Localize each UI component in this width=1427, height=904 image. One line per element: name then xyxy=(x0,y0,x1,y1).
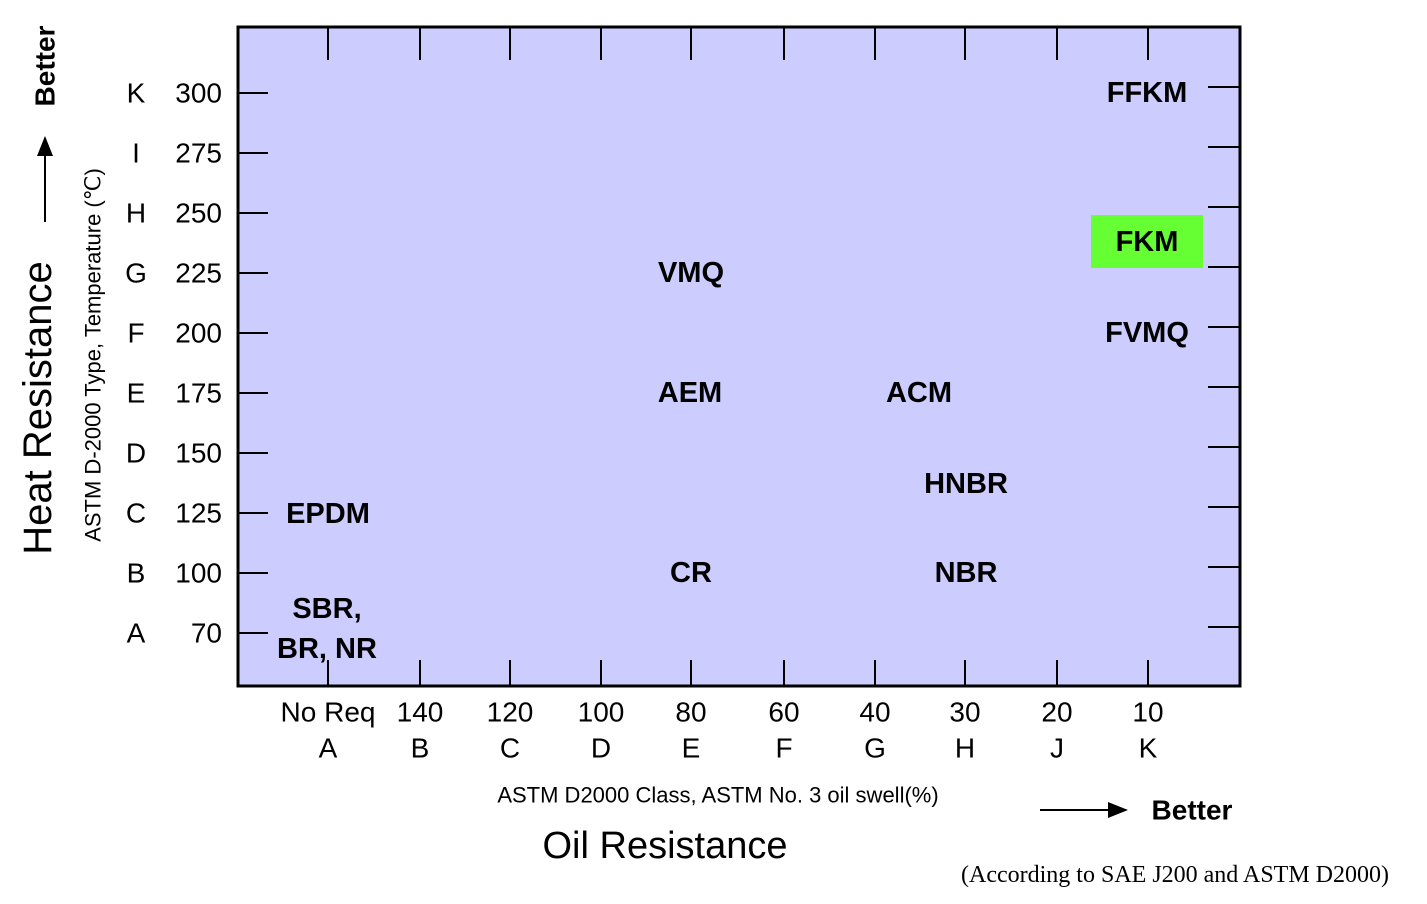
material-label: HNBR xyxy=(924,468,1008,500)
material-label: CR xyxy=(670,557,712,589)
material-label: EPDM xyxy=(286,498,370,530)
material-label: VMQ xyxy=(658,257,724,289)
x-swell-label: 20 xyxy=(1041,697,1072,728)
x-better-label: Better xyxy=(1152,795,1233,826)
x-class-label: J xyxy=(1050,733,1064,764)
plot-area xyxy=(236,25,1242,688)
x-swell-label: 40 xyxy=(859,697,890,728)
x-swell-label: 120 xyxy=(487,697,534,728)
y-class-label: K xyxy=(127,78,146,109)
x-swell-label: 100 xyxy=(578,697,625,728)
material-label: NBR xyxy=(935,557,998,589)
material-label: FFKM xyxy=(1107,77,1188,109)
x-class-label: D xyxy=(591,733,611,764)
y-class-label: G xyxy=(125,258,147,289)
x-swell-label: 140 xyxy=(397,697,444,728)
x-class-label: A xyxy=(319,733,338,764)
x-axis-subtitle: ASTM D2000 Class, ASTM No. 3 oil swell(%… xyxy=(497,783,938,808)
y-class-label: F xyxy=(127,318,144,349)
x-swell-label: 60 xyxy=(768,697,799,728)
material-label: AEM xyxy=(658,377,722,409)
y-axis-title: Heat Resistance xyxy=(16,261,60,554)
x-axis-title: Oil Resistance xyxy=(543,825,788,867)
note: (According to SAE J200 and ASTM D2000) xyxy=(961,862,1389,888)
y-temp-label: 150 xyxy=(175,438,222,469)
material-label: FVMQ xyxy=(1105,317,1189,349)
x-class-label: C xyxy=(500,733,520,764)
y-axis-subtitle: ASTM D-2000 Type, Temperature (℃) xyxy=(81,168,106,542)
y-temp-label: 100 xyxy=(175,558,222,589)
x-class-label: B xyxy=(411,733,430,764)
y-temp-label: 175 xyxy=(175,378,222,409)
y-class-label: I xyxy=(132,138,140,169)
y-temp-label: 125 xyxy=(175,498,222,529)
material-label: SBR, xyxy=(292,593,361,625)
y-temp-label: 225 xyxy=(175,258,222,289)
x-swell-label: 80 xyxy=(675,697,706,728)
y-temp-label: 70 xyxy=(191,618,222,649)
x-class-label: G xyxy=(864,733,886,764)
material-label: ACM xyxy=(886,377,952,409)
x-swell-label: No Req xyxy=(281,697,376,728)
y-class-label: A xyxy=(127,618,146,649)
x-swell-label: 10 xyxy=(1132,697,1163,728)
x-class-label: F xyxy=(775,733,792,764)
material-label: FKM xyxy=(1116,226,1179,258)
y-temp-label: 300 xyxy=(175,78,222,109)
y-class-label: E xyxy=(127,378,146,409)
y-class-label: C xyxy=(126,498,146,529)
highlight-box xyxy=(1091,215,1203,268)
y-class-label: B xyxy=(127,558,146,589)
y-temp-label: 200 xyxy=(175,318,222,349)
x-swell-label: 30 xyxy=(949,697,980,728)
x-class-label: K xyxy=(1139,733,1158,764)
y-better-label: Better xyxy=(30,25,61,106)
y-class-label: H xyxy=(126,198,146,229)
y-temp-label: 275 xyxy=(175,138,222,169)
y-temp-label: 250 xyxy=(175,198,222,229)
y-class-label: D xyxy=(126,438,146,469)
material-label: BR, NR xyxy=(277,633,377,665)
x-class-label: H xyxy=(955,733,975,764)
x-class-label: E xyxy=(682,733,701,764)
